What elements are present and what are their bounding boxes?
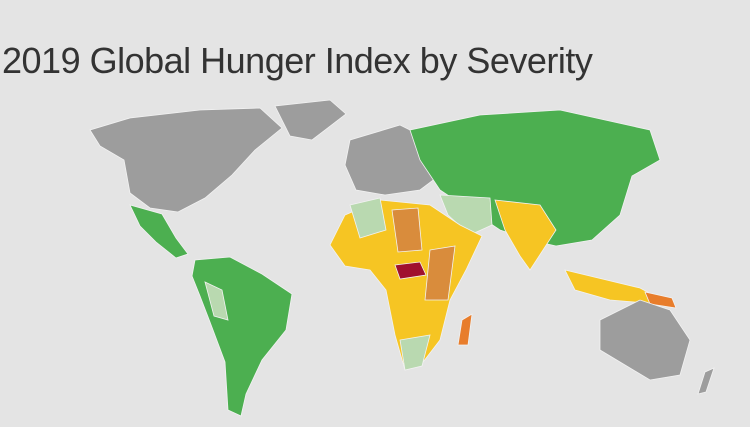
india — [494, 199, 557, 271]
madagascar — [457, 313, 473, 346]
south-america-light — [204, 281, 229, 321]
title: 2019 Global Hunger Index by Severity — [2, 40, 593, 81]
africa — [329, 199, 483, 371]
new-zealand — [697, 367, 715, 395]
middle-east — [439, 194, 493, 236]
central-america — [129, 204, 189, 259]
southern-africa — [399, 334, 431, 371]
australia — [599, 299, 691, 381]
north-america — [89, 107, 283, 213]
central-african-republic — [394, 261, 427, 280]
greenland — [274, 99, 347, 141]
sahel — [391, 207, 423, 253]
east-africa — [424, 245, 456, 301]
north-africa — [349, 197, 387, 239]
south-america — [191, 256, 293, 417]
